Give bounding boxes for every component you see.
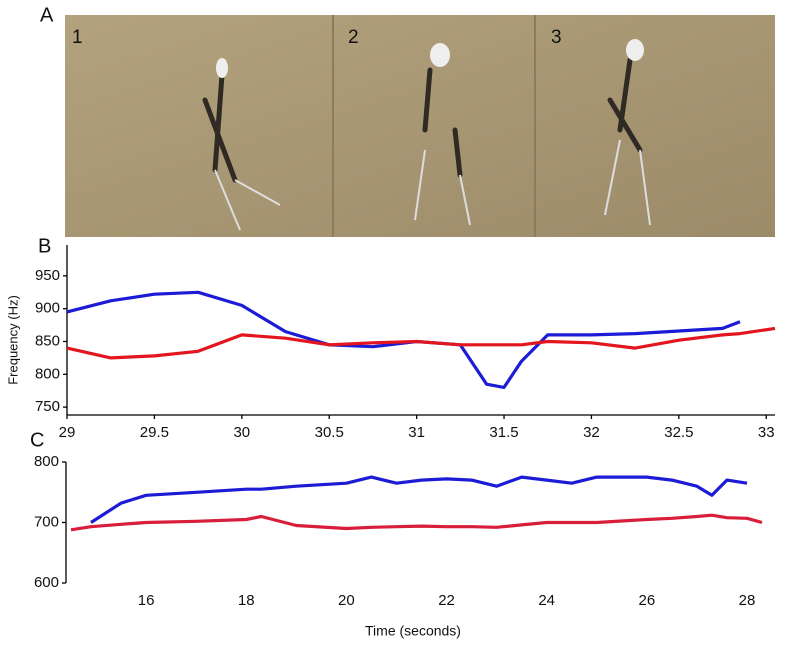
probe [216,58,228,78]
y-tick-label: 950 [35,267,60,284]
insects [202,57,643,183]
probe [626,39,644,61]
x-tick-label: 31.5 [489,424,518,441]
x-tick-label: 30.5 [315,424,344,441]
x-tick-label: 29 [59,424,76,441]
x-tick-label: 24 [538,592,555,609]
x-tick-label: 32.5 [664,424,693,441]
y-tick-label: 800 [34,453,59,470]
x-tick-label: 33 [758,424,775,441]
x-tick-label: 28 [739,592,756,609]
insect-legs [214,139,651,231]
x-tick-label: 26 [638,592,655,609]
photo-panel: 1 2 3 [65,15,775,237]
series-line [66,326,776,360]
y-tick-label: 750 [35,398,60,415]
probe [430,43,450,67]
x-tick-label: 32 [583,424,600,441]
series-line [66,290,741,389]
panel-label: C [30,429,44,451]
series-line [70,513,763,532]
photo [65,15,775,237]
series-line [90,475,748,524]
x-tick-label: 29.5 [140,424,169,441]
x-tick-label: 18 [238,592,255,609]
y-tick-label: 600 [34,574,59,591]
photo-label: 2 [348,27,359,48]
x-axis-label: Time (seconds) [365,623,461,639]
panel-label: B [38,235,51,257]
x-tick-label: 16 [138,592,155,609]
y-tick-label: 800 [35,365,60,382]
x-tick-label: 20 [338,592,355,609]
photo-label: 3 [551,27,562,48]
y-axis-label: Frequency (Hz) [5,295,20,385]
x-tick-label: 31 [408,424,425,441]
panel-label: A [40,4,54,26]
x-tick-label: 22 [438,592,455,609]
y-tick-label: 700 [34,513,59,530]
photo-label: 1 [72,27,83,48]
x-tick-label: 30 [233,424,250,441]
y-tick-label: 900 [35,300,60,317]
y-tick-label: 850 [35,332,60,349]
